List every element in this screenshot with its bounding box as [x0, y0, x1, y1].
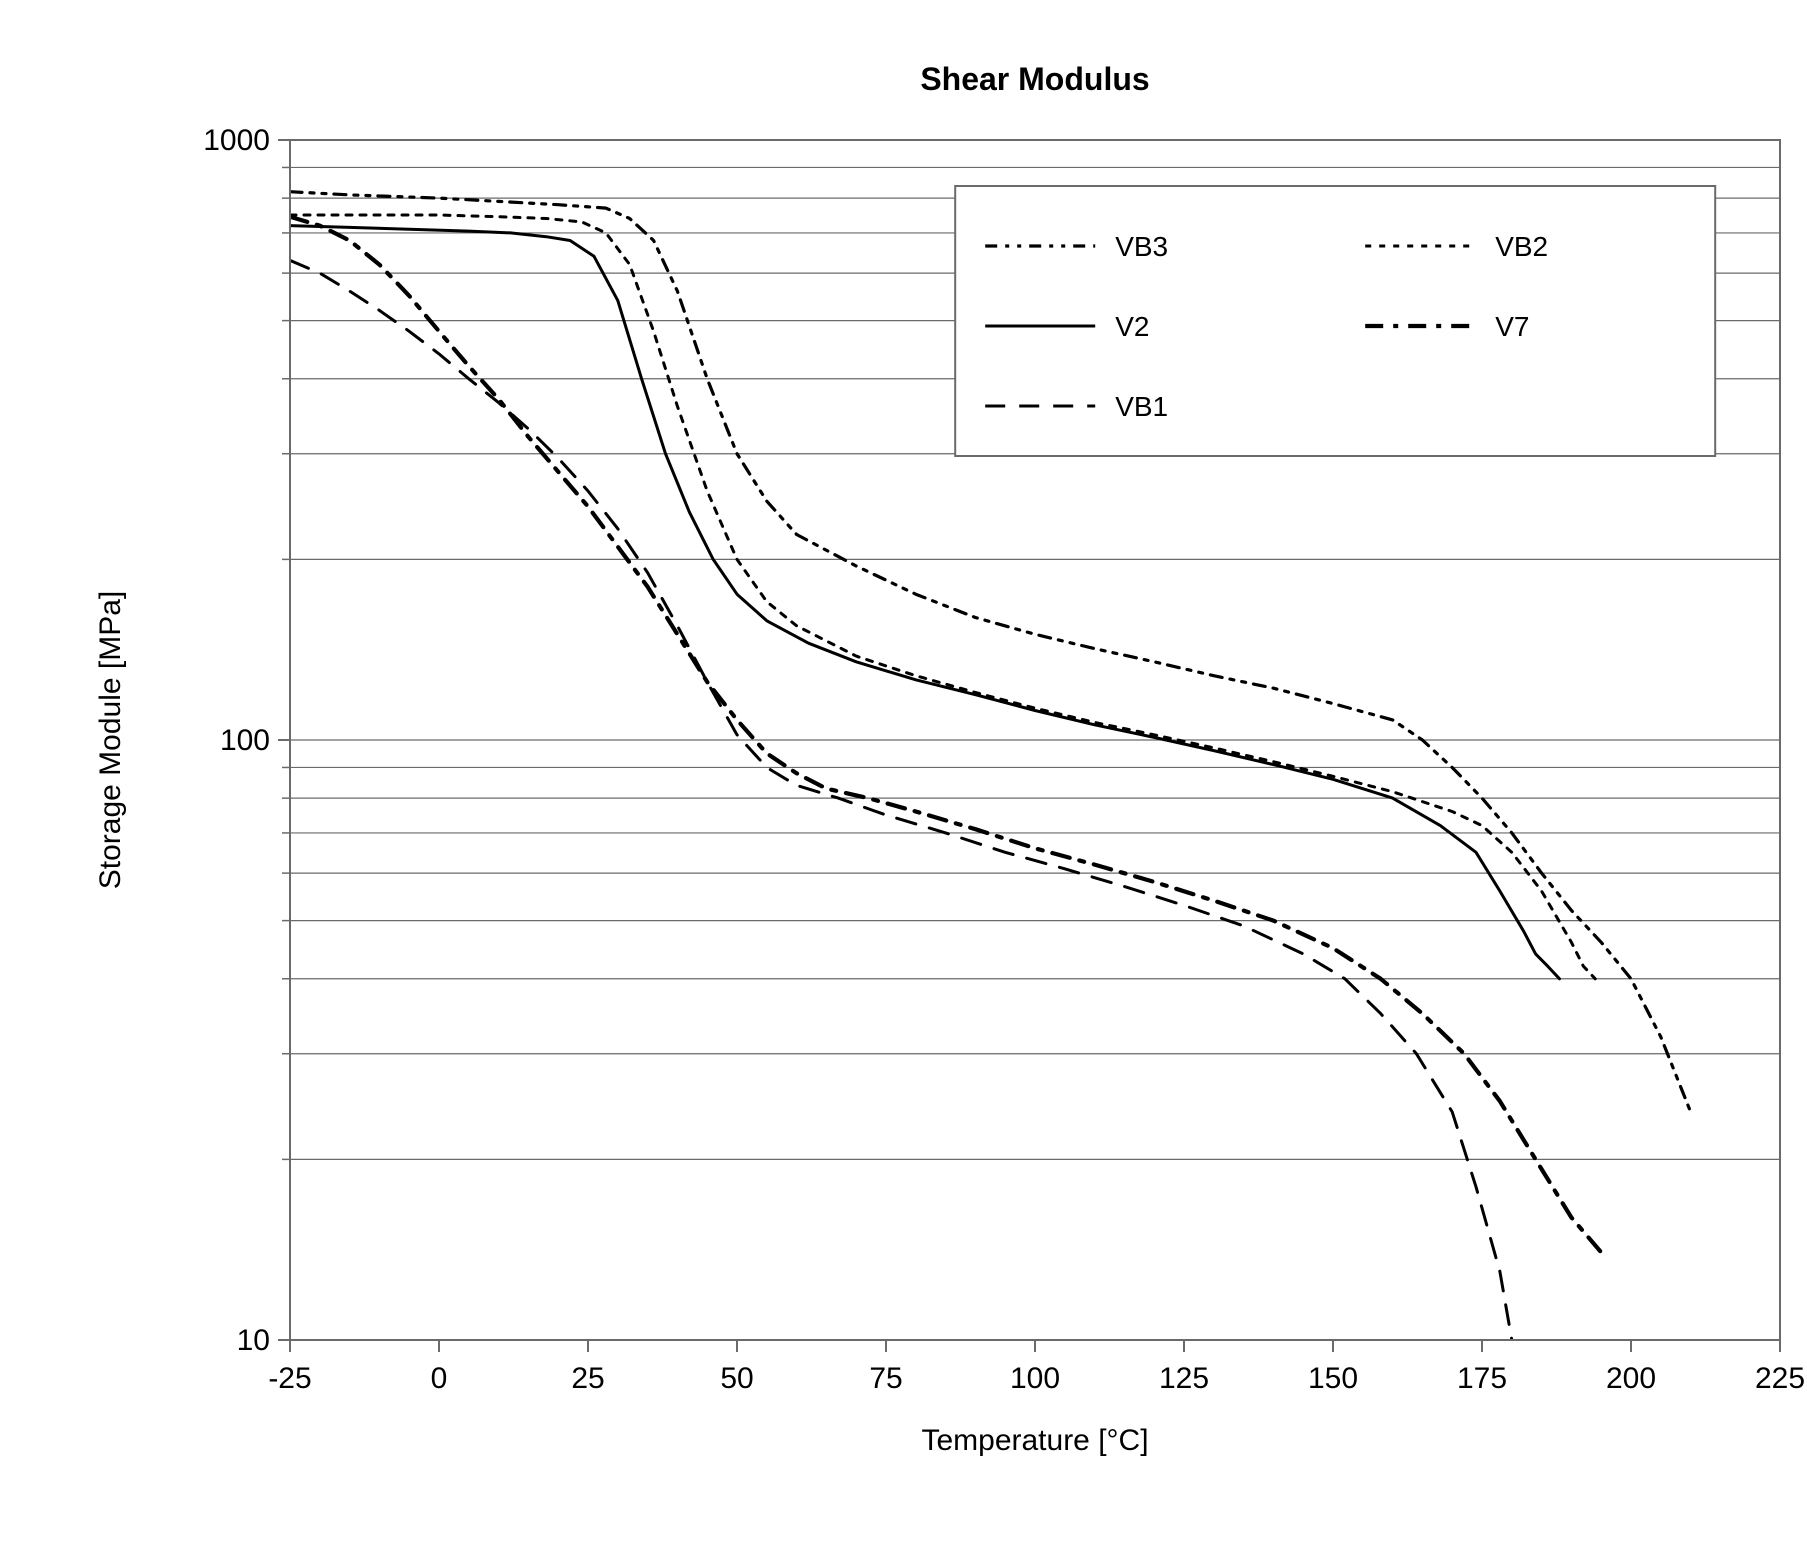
x-tick-label: 50: [720, 1362, 753, 1395]
x-axis-label: Temperature [°C]: [921, 1424, 1148, 1457]
shear-modulus-chart: Shear Modulus -25 0 25 50 75 100 125 150 175 200 22…: [20, 20, 1807, 1530]
x-tick-label: 25: [571, 1362, 604, 1395]
legend-label-VB1: VB1: [1115, 391, 1168, 422]
legend-label-VB3: VB3: [1115, 231, 1168, 262]
x-tick-label: 0: [431, 1362, 448, 1395]
legend: VB3 VB2 V2 V7 VB1: [955, 186, 1715, 456]
legend-label-V2: V2: [1115, 311, 1149, 342]
x-tick-label: 225: [1755, 1362, 1805, 1395]
legend-label-V7: V7: [1495, 311, 1529, 342]
chart-container: Shear Modulus -25 0 25 50 75 100 125 150 175 200 22…: [20, 20, 1807, 1530]
x-ticks: -25 0 25 50 75 100 125 150 175 200 225: [268, 1340, 1805, 1395]
legend-label-VB2: VB2: [1495, 231, 1548, 262]
y-ticks: 10 100 1000: [203, 124, 290, 1357]
chart-title: Shear Modulus: [920, 61, 1149, 97]
x-tick-label: 150: [1308, 1362, 1358, 1395]
x-tick-label: 100: [1010, 1362, 1060, 1395]
y-tick-label: 100: [220, 724, 270, 757]
y-tick-label: 1000: [203, 124, 270, 157]
x-tick-label: 175: [1457, 1362, 1507, 1395]
x-tick-label: -25: [268, 1362, 311, 1395]
y-tick-label: 10: [237, 1324, 270, 1357]
y-axis-label: Storage Module [MPa]: [94, 591, 127, 890]
x-tick-label: 200: [1606, 1362, 1656, 1395]
x-tick-label: 125: [1159, 1362, 1209, 1395]
x-tick-label: 75: [869, 1362, 902, 1395]
